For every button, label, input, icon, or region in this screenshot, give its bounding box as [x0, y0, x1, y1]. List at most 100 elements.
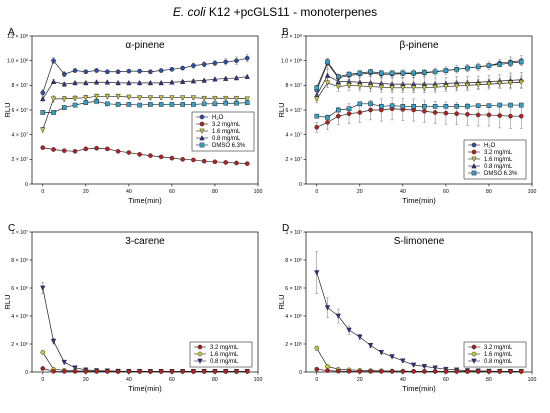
data-point [400, 369, 406, 374]
data-point [314, 270, 320, 276]
chart-panel-a: Aα-pinene 0 20 40 60 80 100 0 2 × 10⁷ 4 × 10⁷ 6 × … [3, 27, 262, 205]
data-point [104, 94, 110, 100]
data-point [410, 85, 417, 91]
data-point [105, 101, 110, 107]
x-tick-label: 20 [357, 189, 363, 195]
legend-h2o-sub: 2 [488, 144, 491, 149]
data-point [105, 369, 110, 374]
data-point [158, 95, 164, 101]
data-point [432, 365, 438, 371]
data-point [190, 78, 197, 84]
figure-title: E. coli K12 +pcGLS11 - monoterpenes [173, 5, 377, 19]
data-point [223, 160, 229, 165]
panel-letter: D [282, 223, 289, 234]
data-point [94, 99, 99, 104]
data-point [61, 71, 67, 77]
data-point [432, 110, 438, 115]
data-point [422, 70, 427, 75]
data-point [83, 146, 89, 152]
data-point [357, 334, 363, 340]
data-point [115, 149, 121, 154]
data-point [379, 103, 384, 109]
data-point [61, 96, 67, 102]
data-point [51, 58, 56, 63]
data-point [147, 79, 154, 86]
x-tick-label: 0 [315, 189, 318, 195]
data-point [486, 369, 492, 374]
data-point [51, 110, 56, 115]
data-point [148, 153, 153, 158]
data-point [115, 102, 121, 107]
data-point [148, 69, 153, 75]
data-point [223, 59, 229, 65]
data-point [422, 108, 427, 114]
legend-label: 3.2 mg/mL [484, 345, 513, 351]
data-point [61, 81, 67, 87]
series-c16 [314, 75, 524, 103]
series-c32 [314, 97, 524, 133]
legend-marker [199, 142, 205, 148]
data-point [72, 95, 78, 102]
legend-h2o-o: O [219, 115, 224, 121]
data-point [201, 77, 207, 83]
data-point [169, 102, 175, 107]
data-point [105, 146, 110, 152]
data-point [223, 75, 229, 81]
legend-label: 1.6 mg/mL [212, 129, 241, 135]
x-axis-label: Time(min) [128, 196, 162, 205]
data-point [51, 147, 56, 152]
data-point [486, 81, 492, 88]
legend-label: DMSO 6.3% [484, 171, 518, 177]
data-point [464, 83, 471, 89]
legend-label: 1.6 mg/mL [484, 352, 513, 358]
data-point [50, 78, 57, 84]
data-point [137, 152, 142, 157]
data-point [158, 102, 164, 107]
data-point [508, 113, 513, 119]
data-point [126, 369, 132, 374]
chart-title: α-pinene [125, 40, 165, 51]
data-point [233, 95, 240, 102]
data-point [335, 107, 341, 113]
x-axis-label: Time(min) [402, 196, 436, 205]
x-tick-label: 0 [41, 189, 44, 195]
data-point [508, 60, 513, 66]
data-point [61, 359, 67, 366]
data-point [94, 369, 99, 374]
data-point [72, 79, 78, 86]
series-c08 [40, 73, 250, 102]
data-point [180, 157, 185, 162]
data-point [475, 64, 481, 70]
series-c32 [40, 145, 250, 166]
data-point [136, 79, 143, 86]
data-point [212, 60, 218, 66]
data-point [137, 68, 142, 74]
legend-label: 0.8 mg/mL [484, 359, 513, 365]
plot-frame [305, 231, 533, 373]
legend-marker [471, 142, 477, 148]
y-tick-label: 8 × 10⁶ [285, 258, 302, 264]
data-point [180, 65, 185, 71]
x-tick-label: 0 [41, 377, 44, 383]
data-point [40, 145, 46, 150]
data-point [83, 100, 89, 105]
y-tick-label: 0 [25, 370, 28, 376]
data-point [212, 76, 218, 82]
data-point [346, 106, 352, 112]
legend-marker [471, 344, 477, 350]
data-point [83, 69, 89, 75]
x-tick-label: 80 [486, 189, 492, 195]
data-point [335, 313, 341, 319]
data-point [201, 369, 207, 374]
x-tick-label: 100 [254, 189, 263, 195]
data-point [234, 58, 239, 63]
data-point [508, 369, 513, 374]
data-point [454, 369, 459, 374]
y-tick-label: 8 × 10⁶ [11, 258, 28, 264]
data-point [368, 101, 373, 107]
data-point [422, 369, 427, 374]
data-point [314, 113, 320, 119]
y-tick-label: 0 [299, 370, 302, 376]
data-point [244, 161, 250, 166]
